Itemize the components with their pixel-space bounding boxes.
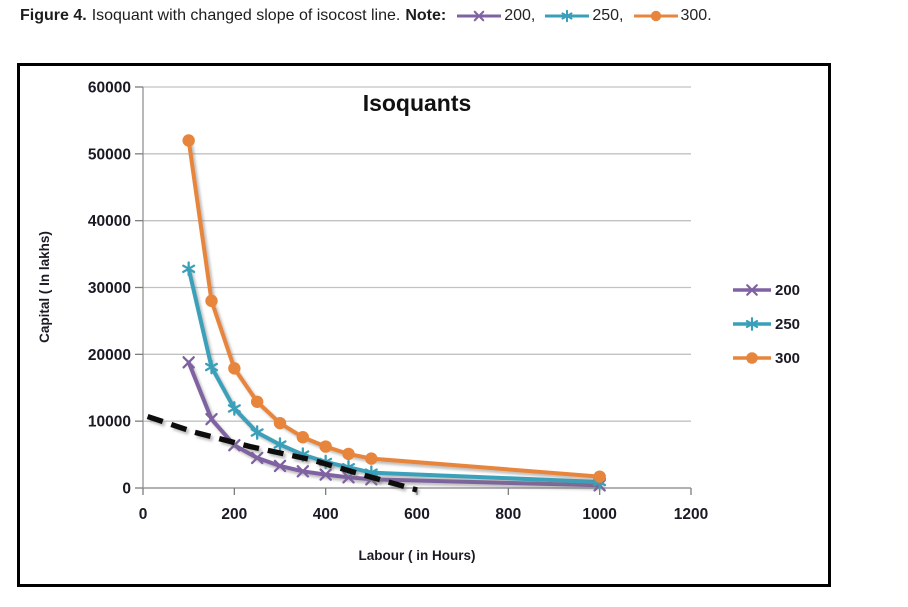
x-tick-label: 0 — [139, 506, 148, 523]
figure-caption: Figure 4. Isoquant with changed slope of… — [20, 7, 890, 25]
x-axis-title: Labour ( in Hours) — [359, 548, 476, 563]
caption-series-label: 300. — [680, 7, 712, 24]
x-tick-label: 800 — [495, 506, 521, 523]
series-250 — [186, 266, 602, 484]
series-250-marker-icon — [545, 9, 590, 23]
note-label: Note: — [405, 7, 447, 24]
caption-series-200: 200, — [456, 7, 535, 25]
y-tick-label: 40000 — [88, 213, 131, 230]
series-300-marker-icon — [633, 10, 678, 22]
legend-label-250: 250 — [775, 316, 800, 333]
x-tick-label: 200 — [221, 506, 247, 523]
legend-label-300: 300 — [775, 350, 800, 367]
chart-frame: 0 10000 20000 30000 40000 50000 60000 0 200 400 60… — [17, 63, 831, 587]
series-200-marker-icon — [457, 10, 502, 22]
x-tick-label: 400 — [313, 506, 339, 523]
y-tick-label: 10000 — [88, 414, 131, 431]
caption-series-label: 250, — [592, 7, 624, 24]
figure-label: Figure 4. — [20, 7, 87, 24]
caption-series-label: 200, — [504, 7, 536, 24]
caption-series-250: 250, — [544, 7, 624, 25]
legend-entry-200: 200 — [733, 282, 800, 299]
isocost-line — [146, 413, 418, 493]
legend-entry-300: 300 — [733, 350, 800, 367]
y-tick-label: 20000 — [88, 347, 131, 364]
x-tick-label: 600 — [404, 506, 430, 523]
chart-title: Isoquants — [363, 90, 472, 116]
x-tick-label: 1200 — [674, 506, 708, 523]
y-tick-label: 50000 — [88, 146, 131, 163]
y-axis-title: Capital ( In lakhs) — [37, 231, 52, 343]
series-300-markers — [182, 134, 606, 483]
series-250-markers — [182, 261, 607, 490]
y-tick-label: 0 — [122, 481, 131, 498]
series-200 — [186, 360, 602, 488]
x-tick-label: 1000 — [582, 506, 616, 523]
y-tick-label: 30000 — [88, 280, 131, 297]
legend-entry-250: 250 — [733, 316, 800, 333]
caption-series-300: 300. — [633, 7, 712, 25]
legend-label-200: 200 — [775, 282, 800, 299]
figure-description: Isoquant with changed slope of isocost l… — [91, 7, 401, 24]
caption-legend: 200, 250, 300. — [456, 7, 720, 25]
isoquant-chart: 0 10000 20000 30000 40000 50000 60000 0 200 400 60… — [37, 80, 800, 564]
series-300 — [186, 138, 602, 479]
y-tick-label: 60000 — [88, 80, 131, 97]
